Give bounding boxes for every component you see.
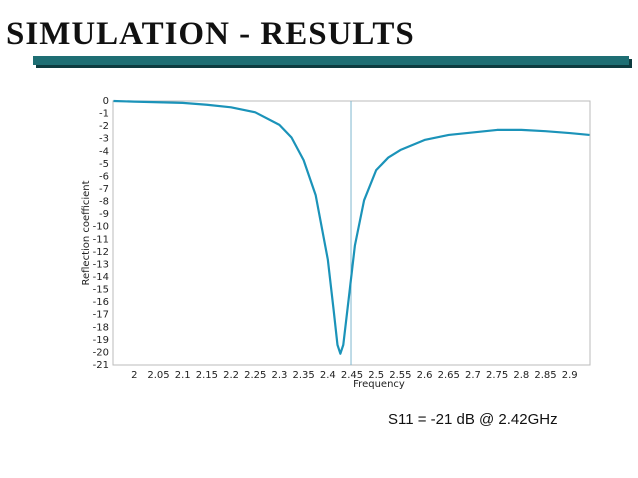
x-tick-label: 2.9 (562, 370, 578, 381)
y-tick-label: -18 (93, 322, 109, 333)
y-tick-label: -12 (93, 247, 109, 258)
y-tick-label: -2 (99, 121, 109, 132)
y-tick-label: -8 (99, 197, 109, 208)
y-tick-label: -3 (99, 134, 109, 145)
x-tick-label: 2.15 (196, 370, 218, 381)
x-tick-label: 2.6 (417, 370, 433, 381)
x-tick-label: 2.35 (292, 370, 314, 381)
title-bar (33, 56, 629, 65)
y-tick-label: -14 (93, 272, 109, 283)
x-tick-label: 2.2 (223, 370, 239, 381)
y-tick-label: -11 (93, 234, 109, 245)
y-tick-label: -10 (93, 222, 109, 233)
x-tick-label: 2.4 (320, 370, 336, 381)
y-tick-label: 0 (103, 96, 109, 107)
x-axis-label: Frequency (353, 379, 405, 390)
x-tick-label: 2.5 (368, 370, 384, 381)
x-tick-label: 2.55 (389, 370, 411, 381)
x-tick-label: 2.85 (534, 370, 556, 381)
caption: S11 = -21 dB @ 2.42GHz (388, 411, 558, 428)
x-tick-label: 2.1 (175, 370, 191, 381)
x-tick-label: 2.8 (513, 370, 529, 381)
y-tick-label: -20 (93, 347, 109, 358)
y-axis-label: Reflection coefficient (81, 180, 92, 285)
y-tick-label: -5 (99, 159, 109, 170)
x-tick-label: 2.3 (271, 370, 287, 381)
slide-title: SIMULATION - RESULTS (6, 16, 415, 52)
y-tick-label: -16 (93, 297, 109, 308)
y-tick-label: -15 (93, 285, 109, 296)
y-tick-label: -7 (99, 184, 109, 195)
x-tick-label: 2.05 (147, 370, 169, 381)
line-series (113, 99, 590, 355)
y-tick-label: -6 (99, 171, 109, 182)
y-tick-label: -4 (99, 146, 109, 157)
x-tick-label: 2.65 (438, 370, 460, 381)
y-tick-label: -17 (93, 310, 109, 321)
y-tick-label: -19 (93, 335, 109, 346)
y-tick-label: -21 (93, 360, 109, 371)
x-tick-label: 2.7 (465, 370, 481, 381)
x-tick-label: 2.25 (244, 370, 266, 381)
y-tick-label: -9 (99, 209, 109, 220)
x-tick-label: 2.45 (341, 370, 363, 381)
y-tick-label: -1 (99, 109, 109, 120)
x-tick-label: 2.75 (486, 370, 508, 381)
y-tick-label: -13 (93, 259, 109, 270)
x-tick-label: 2 (131, 370, 137, 381)
